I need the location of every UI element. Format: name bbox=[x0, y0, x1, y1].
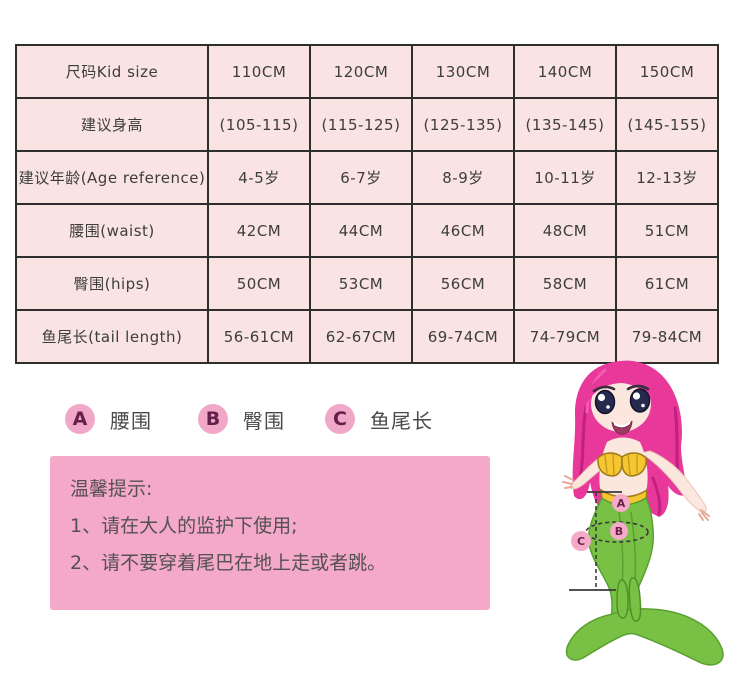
table-cell: 53CM bbox=[309, 256, 413, 311]
table-cell: 140CM bbox=[513, 44, 617, 99]
table-cell: (105-115) bbox=[207, 97, 311, 152]
row-header: 建议身高 bbox=[15, 97, 209, 152]
row-header: 建议年龄(Age reference) bbox=[15, 150, 209, 205]
mermaid-illustration: A B C bbox=[529, 358, 750, 670]
row-header: 腰围(waist) bbox=[15, 203, 209, 258]
table-cell: 10-11岁 bbox=[513, 150, 617, 205]
table-cell: 58CM bbox=[513, 256, 617, 311]
table-cell: 51CM bbox=[615, 203, 719, 258]
table-cell: (115-125) bbox=[309, 97, 413, 152]
mermaid-tail bbox=[565, 496, 724, 666]
table-cell: 56CM bbox=[411, 256, 515, 311]
mermaid-mouth bbox=[611, 420, 633, 435]
measurement-guides bbox=[569, 491, 649, 591]
svg-text:A: A bbox=[617, 497, 626, 510]
legend-label-tail-length: 鱼尾长 bbox=[370, 408, 433, 433]
marker-a-icon: A bbox=[612, 494, 630, 512]
table-cell: 130CM bbox=[411, 44, 515, 99]
table-row: 腰围(waist) 42CM 44CM 46CM 48CM 51CM bbox=[15, 203, 719, 258]
table-cell: (125-135) bbox=[411, 97, 515, 152]
legend-label-hips: 臀围 bbox=[243, 408, 285, 433]
row-header: 臀围(hips) bbox=[15, 256, 209, 311]
table-cell: 56-61CM bbox=[207, 309, 311, 364]
size-chart-table: 尺码Kid size 110CM 120CM 130CM 140CM 150CM… bbox=[15, 44, 719, 364]
table-row: 建议身高 (105-115) (115-125) (125-135) (135-… bbox=[15, 97, 719, 152]
legend-item-waist: A 腰围 bbox=[65, 404, 152, 434]
table-cell: 79-84CM bbox=[615, 309, 719, 364]
table-cell: 8-9岁 bbox=[411, 150, 515, 205]
table-cell: 4-5岁 bbox=[207, 150, 311, 205]
legend-label-waist: 腰围 bbox=[110, 408, 152, 433]
marker-b-icon: B bbox=[610, 522, 628, 540]
tips-line-2: 2、请不要穿着尾巴在地上走或者跳。 bbox=[70, 552, 387, 574]
table-cell: 12-13岁 bbox=[615, 150, 719, 205]
table-cell: 48CM bbox=[513, 203, 617, 258]
table-cell: 61CM bbox=[615, 256, 719, 311]
legend-item-hips: B 臀围 bbox=[198, 404, 285, 434]
table-row: 鱼尾长(tail length) 56-61CM 62-67CM 69-74CM… bbox=[15, 309, 719, 364]
marker-b-badge: B bbox=[198, 404, 228, 434]
warm-tips-box: 温馨提示: 1、请在大人的监护下使用; 2、请不要穿着尾巴在地上走或者跳。 bbox=[50, 456, 490, 610]
table-row: 尺码Kid size 110CM 120CM 130CM 140CM 150CM bbox=[15, 44, 719, 99]
table-cell: 74-79CM bbox=[513, 309, 617, 364]
mermaid-eyes bbox=[594, 388, 651, 415]
table-cell: 42CM bbox=[207, 203, 311, 258]
svg-text:C: C bbox=[577, 535, 585, 548]
shell-bra bbox=[597, 452, 647, 477]
table-row: 建议年龄(Age reference) 4-5岁 6-7岁 8-9岁 10-11… bbox=[15, 150, 719, 205]
marker-a-badge: A bbox=[65, 404, 95, 434]
row-header: 鱼尾长(tail length) bbox=[15, 309, 209, 364]
table-row: 臀围(hips) 50CM 53CM 56CM 58CM 61CM bbox=[15, 256, 719, 311]
tips-line-1: 1、请在大人的监护下使用; bbox=[70, 515, 298, 537]
mermaid-face bbox=[584, 372, 666, 435]
table-cell: 150CM bbox=[615, 44, 719, 99]
table-cell: 50CM bbox=[207, 256, 311, 311]
table-cell: 110CM bbox=[207, 44, 311, 99]
table-cell: 120CM bbox=[309, 44, 413, 99]
row-header: 尺码Kid size bbox=[15, 44, 209, 99]
table-cell: 62-67CM bbox=[309, 309, 413, 364]
tips-title: 温馨提示: bbox=[70, 478, 153, 500]
table-cell: 69-74CM bbox=[411, 309, 515, 364]
svg-text:B: B bbox=[615, 525, 623, 538]
table-cell: (135-145) bbox=[513, 97, 617, 152]
table-cell: (145-155) bbox=[615, 97, 719, 152]
marker-c-badge: C bbox=[325, 404, 355, 434]
marker-c-icon: C bbox=[571, 531, 591, 551]
legend-item-tail-length: C 鱼尾长 bbox=[325, 404, 433, 434]
table-cell: 6-7岁 bbox=[309, 150, 413, 205]
table-cell: 46CM bbox=[411, 203, 515, 258]
table-cell: 44CM bbox=[309, 203, 413, 258]
